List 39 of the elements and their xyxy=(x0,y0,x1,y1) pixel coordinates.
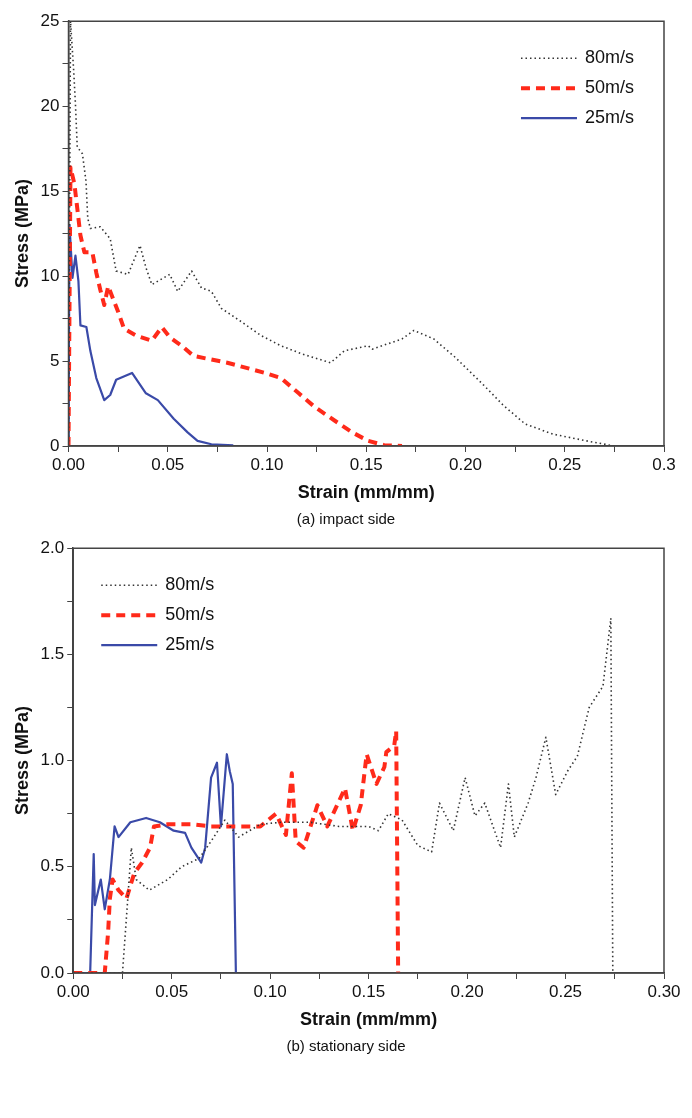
x-tick-label: 0.05 xyxy=(151,454,185,474)
y-axis-title: Stress (MPa) xyxy=(11,706,32,816)
line-series xyxy=(73,728,401,973)
x-axis-title: Strain (mm/mm) xyxy=(300,1009,438,1030)
y-axis-title: Stress (MPa) xyxy=(11,179,32,289)
y-tick-label: 0 xyxy=(50,435,60,455)
y-tick-label: 20 xyxy=(40,95,60,115)
y-tick-label: 10 xyxy=(40,265,60,285)
x-axis-title: Strain (mm/mm) xyxy=(297,482,435,503)
x-tick-label: 0.00 xyxy=(56,981,90,1001)
legend-label: 25m/s xyxy=(584,107,635,128)
x-tick-label: 0.15 xyxy=(349,454,383,474)
x-tick-label: 0.15 xyxy=(352,981,386,1001)
y-tick-label: 25 xyxy=(40,10,60,30)
legend-label: 80m/s xyxy=(584,47,635,68)
text: (b) stationary side xyxy=(285,1037,407,1054)
legend-label: 50m/s xyxy=(165,604,215,625)
legend-label: 80m/s xyxy=(165,574,215,595)
y-tick-label: 1.5 xyxy=(40,644,65,664)
x-tick-label: 0.20 xyxy=(450,981,484,1001)
y-tick-label: 5 xyxy=(50,350,60,370)
x-tick-label: 0.10 xyxy=(253,981,287,1001)
line-series xyxy=(68,165,404,446)
x-tick-label: 0.20 xyxy=(448,454,483,474)
x-tick-label: 0.05 xyxy=(155,981,189,1001)
y-tick-label: 0.0 xyxy=(40,962,65,982)
legend-label: 25m/s xyxy=(165,634,215,655)
x-tick-label: 0.3 xyxy=(652,454,676,474)
x-tick-label: 0.25 xyxy=(548,454,582,474)
text: (a) impact side xyxy=(295,510,397,527)
x-tick-label: 0.25 xyxy=(548,981,583,1001)
y-tick-label: 1.0 xyxy=(40,750,65,770)
x-tick-label: 0.30 xyxy=(647,981,681,1001)
x-tick-label: 0.00 xyxy=(51,454,86,474)
legend-label: 50m/s xyxy=(584,77,635,98)
y-tick-label: 2.0 xyxy=(40,537,65,557)
y-tick-label: 0.5 xyxy=(40,856,65,876)
y-tick-label: 15 xyxy=(40,180,60,200)
x-tick-label: 0.10 xyxy=(250,454,284,474)
